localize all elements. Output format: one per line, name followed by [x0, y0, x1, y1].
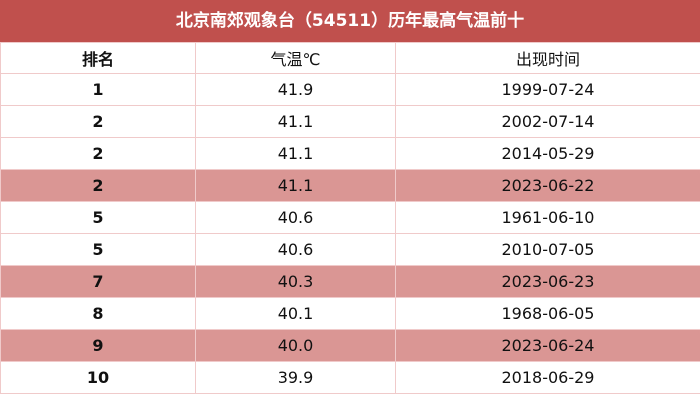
data-row: 5 40.6 2010-07-05 [0, 233, 700, 266]
rank-cell: 1 [0, 73, 196, 106]
temp-cell: 39.9 [195, 361, 396, 394]
data-row: 2 41.1 2014-05-29 [0, 137, 700, 170]
table-title: 北京南郊观象台（54511）历年最高气温前十 [0, 0, 700, 42]
header-cell: 气温℃ [195, 42, 396, 74]
data-row: 2 41.1 2002-07-14 [0, 105, 700, 138]
ranking-table: 排名 气温℃ 出现时间 1 41.9 1999-07-24 2 41.1 2002-07-14 2… [0, 42, 700, 394]
date-cell: 2023-06-22 [395, 169, 700, 202]
rank-cell: 8 [0, 297, 196, 330]
rank-cell: 2 [0, 137, 196, 170]
date-cell: 2010-07-05 [395, 233, 700, 266]
rank-cell: 7 [0, 265, 196, 298]
date-cell: 2018-06-29 [395, 361, 700, 394]
data-row: 10 39.9 2018-06-29 [0, 361, 700, 394]
rank-cell: 2 [0, 169, 196, 202]
temp-cell: 40.3 [195, 265, 396, 298]
data-row: 5 40.6 1961-06-10 [0, 201, 700, 234]
temp-cell: 41.9 [195, 73, 396, 106]
date-cell: 2023-06-24 [395, 329, 700, 362]
date-cell: 1968-06-05 [395, 297, 700, 330]
rank-cell: 5 [0, 233, 196, 266]
temp-cell: 41.1 [195, 137, 396, 170]
data-row: 8 40.1 1968-06-05 [0, 297, 700, 330]
data-row: 7 40.3 2023-06-23 [0, 265, 700, 298]
data-row: 2 41.1 2023-06-22 [0, 169, 700, 202]
date-cell: 1961-06-10 [395, 201, 700, 234]
data-row: 9 40.0 2023-06-24 [0, 329, 700, 362]
temp-cell: 41.1 [195, 169, 396, 202]
temp-cell: 40.0 [195, 329, 396, 362]
temp-cell: 41.1 [195, 105, 396, 138]
temp-cell: 40.1 [195, 297, 396, 330]
rank-cell: 5 [0, 201, 196, 234]
header-cell: 出现时间 [395, 42, 700, 74]
temp-cell: 40.6 [195, 233, 396, 266]
rank-cell: 10 [0, 361, 196, 394]
header-row: 排名 气温℃ 出现时间 [0, 42, 700, 74]
date-cell: 1999-07-24 [395, 73, 700, 106]
date-cell: 2023-06-23 [395, 265, 700, 298]
rank-cell: 9 [0, 329, 196, 362]
temp-cell: 40.6 [195, 201, 396, 234]
data-row: 1 41.9 1999-07-24 [0, 73, 700, 106]
date-cell: 2014-05-29 [395, 137, 700, 170]
rank-cell: 2 [0, 105, 196, 138]
header-cell: 排名 [0, 42, 196, 74]
date-cell: 2002-07-14 [395, 105, 700, 138]
